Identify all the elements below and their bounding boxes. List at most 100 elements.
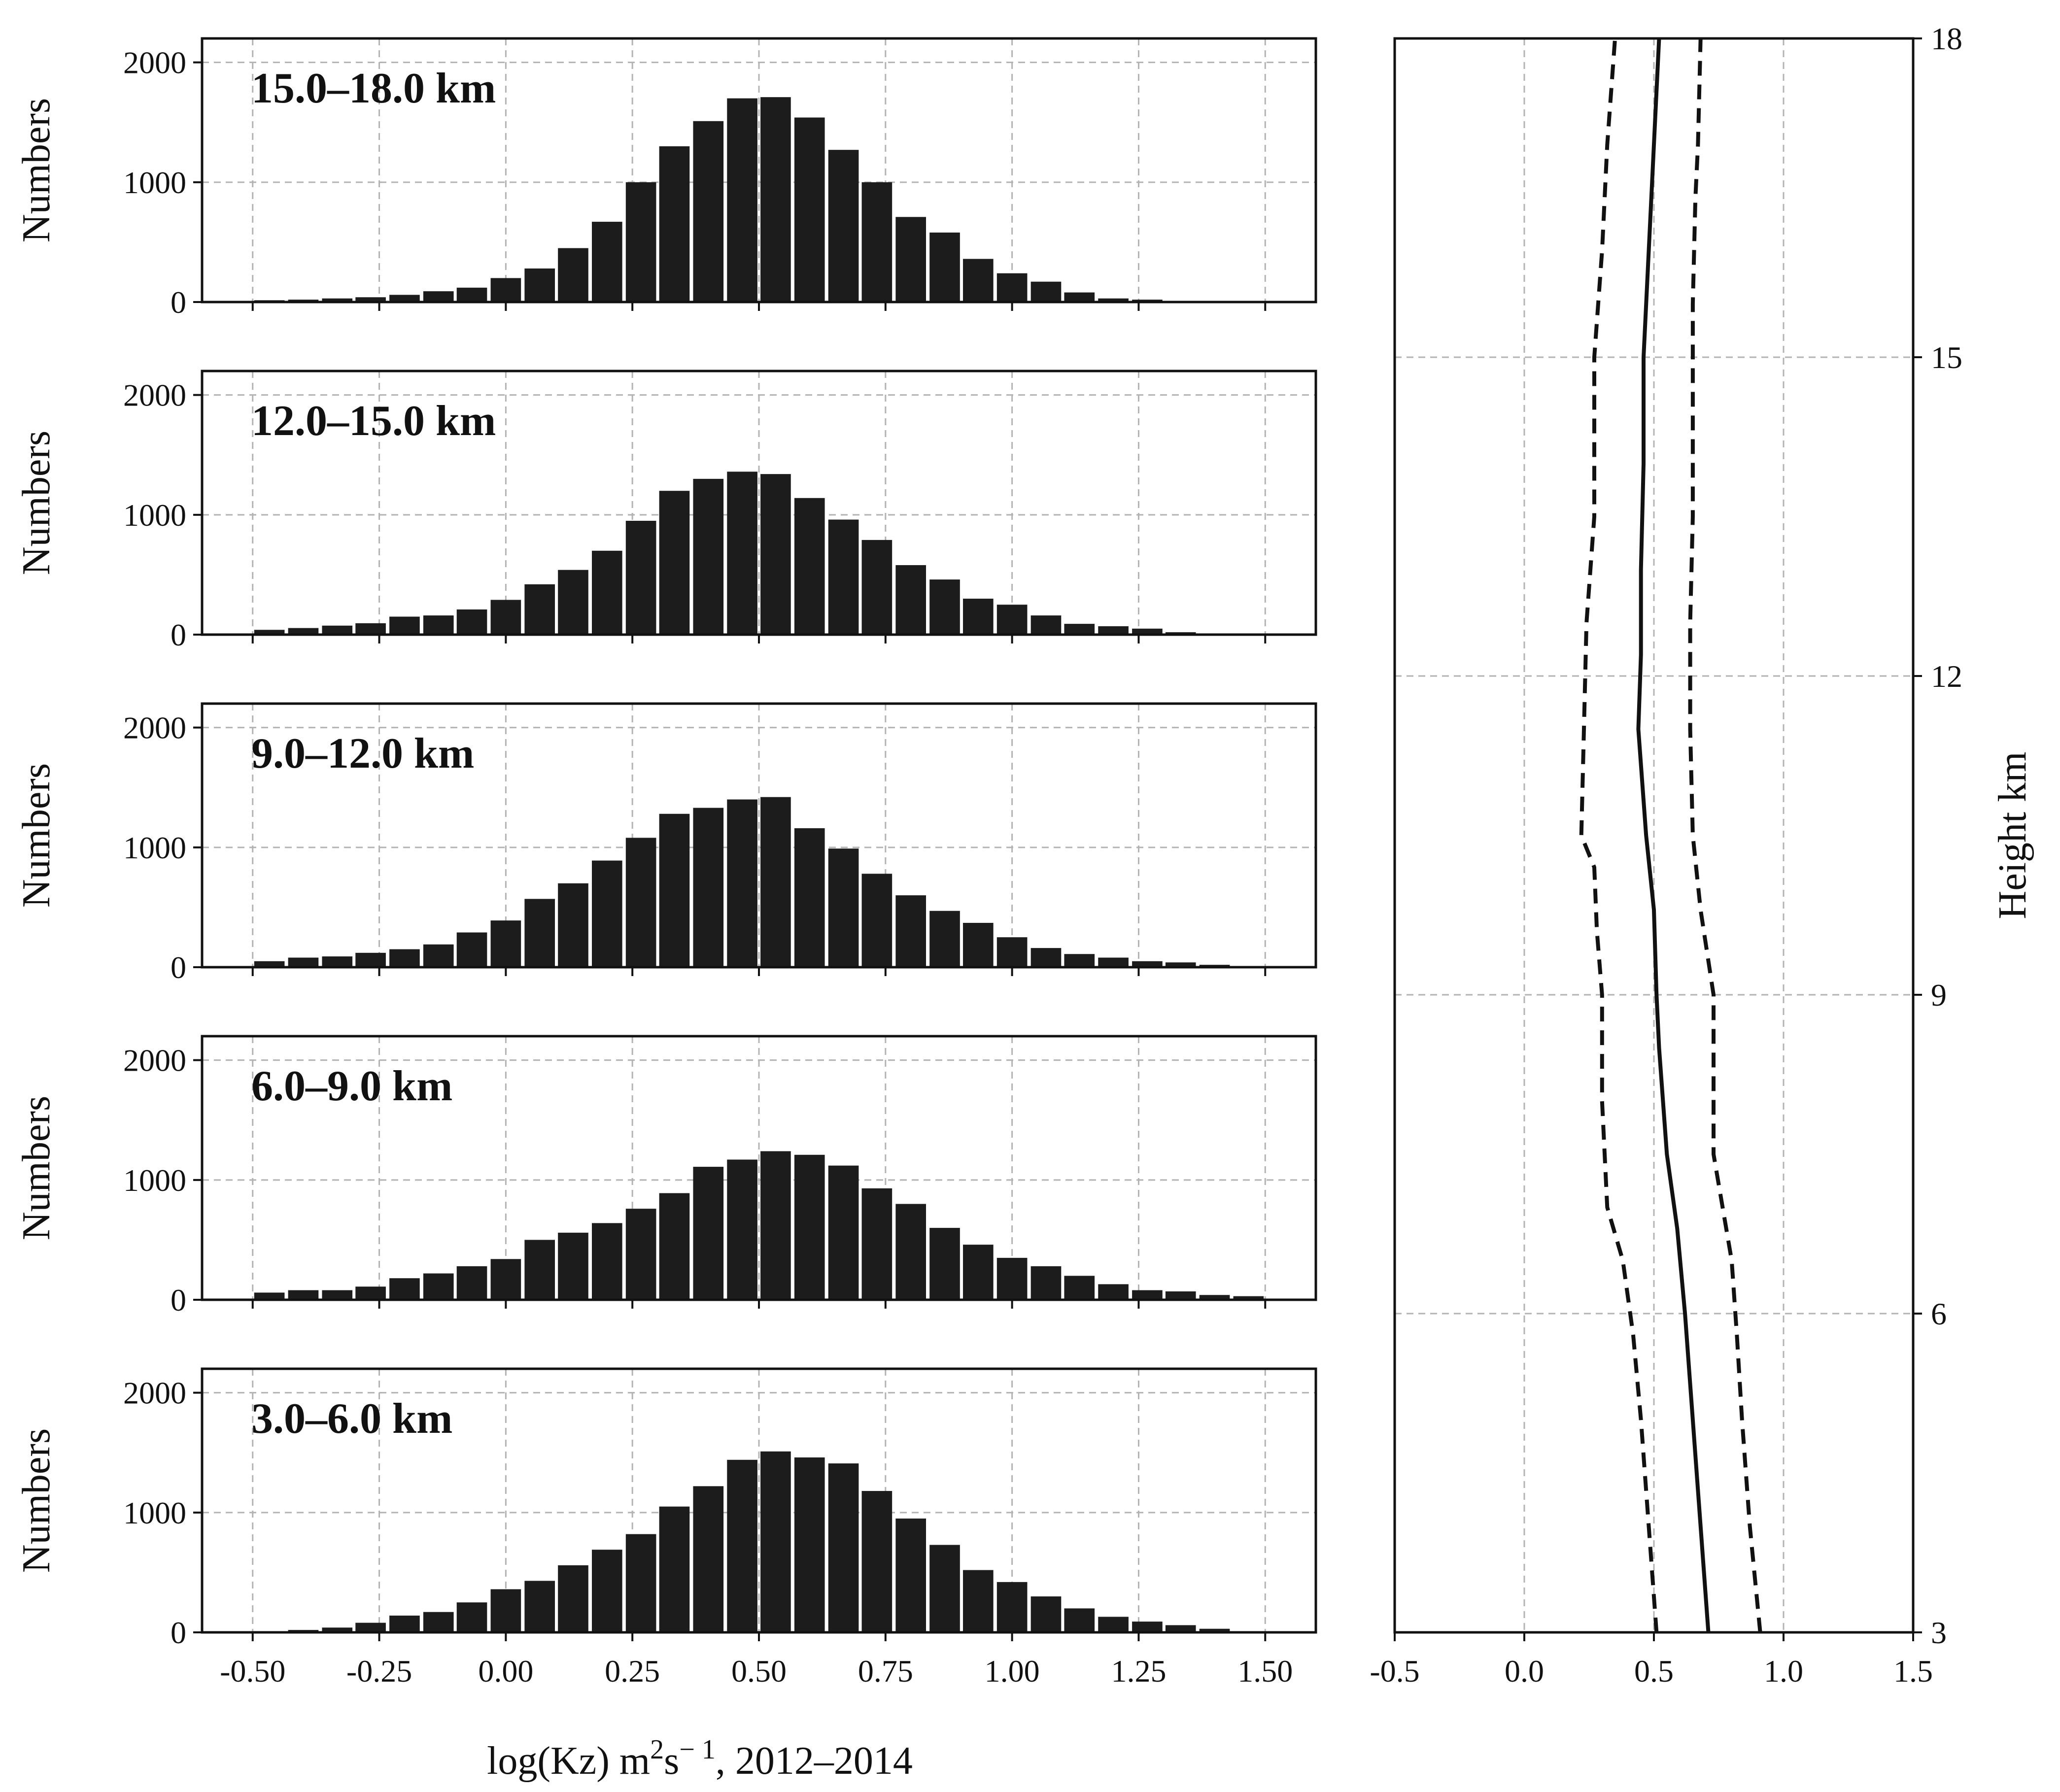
- histogram-bar: [423, 615, 454, 635]
- histogram-bar: [558, 248, 588, 302]
- histogram-bar: [1098, 957, 1129, 967]
- histogram-bar: [592, 860, 622, 967]
- histogram-bar: [760, 474, 791, 635]
- histogram-bar: [389, 616, 420, 635]
- histogram-bar: [389, 949, 420, 967]
- y-tick-label: 2000: [123, 710, 186, 745]
- histogram-bar: [962, 1245, 994, 1300]
- histogram-bar: [929, 1545, 960, 1632]
- histogram-bar: [962, 1570, 994, 1632]
- histogram-bar: [524, 1581, 555, 1632]
- histogram-bar: [1132, 1290, 1163, 1300]
- histogram-bar: [1098, 1617, 1129, 1632]
- histogram-bar: [828, 848, 859, 967]
- histogram-bar: [1233, 1296, 1264, 1300]
- histogram-bar: [288, 957, 319, 967]
- histogram-bar: [727, 472, 757, 635]
- histogram-bar: [389, 295, 420, 302]
- histogram-bar: [625, 182, 656, 302]
- histogram-bar: [254, 1292, 285, 1300]
- profile-x-tick-label: 0.0: [1505, 1654, 1544, 1689]
- profile-x-tick-label: -0.5: [1370, 1654, 1419, 1689]
- histogram-bar: [1165, 1291, 1196, 1300]
- histogram-bar: [1030, 1266, 1062, 1300]
- histogram-bar: [794, 498, 825, 635]
- histogram-bar: [996, 937, 1028, 967]
- histogram-bar: [659, 491, 690, 635]
- histogram-bar: [693, 808, 724, 967]
- histogram-bar: [288, 628, 319, 635]
- histogram-bar: [828, 519, 859, 635]
- histogram-bar: [456, 1602, 487, 1632]
- histogram-bar: [1199, 1628, 1230, 1632]
- profile-x-tick-label: 0.5: [1634, 1654, 1674, 1689]
- histogram-bar: [895, 1518, 926, 1632]
- histogram-bar: [423, 291, 454, 302]
- histogram-bar: [456, 932, 487, 967]
- histogram-bar: [727, 1459, 757, 1632]
- histogram-bar: [1165, 1625, 1196, 1632]
- panel-height-label: 6.0–9.0 km: [251, 1062, 452, 1110]
- histogram-bar: [490, 920, 521, 967]
- histogram-bar: [659, 813, 690, 967]
- histogram-bar: [861, 874, 893, 967]
- histogram-bar: [592, 550, 622, 635]
- profile-y-tick-label: 6: [1931, 1296, 1947, 1331]
- histogram-bar: [524, 584, 555, 635]
- panel-height-label: 9.0–12.0 km: [251, 730, 474, 778]
- histogram-bar: [1030, 615, 1062, 635]
- histogram-bar: [423, 1612, 454, 1632]
- x-tick-label: -0.50: [220, 1654, 285, 1689]
- histogram-x-axis-label: log(Kz) m2s− 1, 2012–2014: [487, 1734, 913, 1783]
- y-tick-label: 2000: [123, 378, 186, 413]
- histogram-bar: [1064, 624, 1095, 635]
- panel-height-label: 12.0–15.0 km: [251, 397, 496, 445]
- histogram-bar: [625, 1534, 656, 1632]
- y-tick-label: 1000: [123, 830, 186, 865]
- histogram-bar: [389, 1615, 420, 1632]
- histogram-bar: [929, 1228, 960, 1300]
- histogram-bar: [423, 944, 454, 967]
- histogram-bar: [659, 1193, 690, 1300]
- histogram-bar: [592, 222, 622, 302]
- histogram-bar: [861, 182, 893, 302]
- histogram-bar: [322, 298, 353, 302]
- y-axis-label: Numbers: [15, 1096, 58, 1240]
- profile-x-tick-label: 1.0: [1764, 1654, 1803, 1689]
- panel-height-label: 15.0–18.0 km: [251, 65, 496, 112]
- histogram-bar: [592, 1223, 622, 1300]
- histogram-bar: [794, 1457, 825, 1632]
- histogram-bar: [861, 1188, 893, 1300]
- histogram-bar: [355, 623, 386, 635]
- histogram-panel-2: 0 1000 2000 Numbers 12.0–15.0 km: [15, 370, 1317, 652]
- profile-y-tick-label: 9: [1931, 978, 1947, 1013]
- profile-y-tick-label: 18: [1931, 21, 1962, 56]
- histogram-bar: [794, 117, 825, 302]
- histogram-bar: [322, 956, 353, 967]
- histogram-bar: [861, 1491, 893, 1632]
- y-axis-label: Numbers: [15, 431, 58, 575]
- histogram-bar: [389, 1278, 420, 1300]
- histogram-bar: [254, 630, 285, 635]
- histogram-bar: [558, 570, 588, 635]
- histogram-bar: [524, 268, 555, 302]
- y-tick-label: 0: [171, 950, 186, 985]
- histogram-bar: [659, 1506, 690, 1632]
- histogram-bar: [558, 883, 588, 967]
- histogram-bar: [1064, 954, 1095, 967]
- histogram-bar: [625, 838, 656, 967]
- x-tick-label: 0.75: [858, 1654, 913, 1689]
- histogram-bar: [254, 961, 285, 967]
- histogram-bar: [996, 1257, 1028, 1300]
- x-tick-label: 0.25: [605, 1654, 660, 1689]
- histogram-bar: [1030, 948, 1062, 967]
- y-tick-label: 2000: [123, 1376, 186, 1411]
- histogram-bar: [355, 1286, 386, 1300]
- histogram-bar: [423, 1273, 454, 1300]
- histogram-bar: [355, 1623, 386, 1632]
- histogram-bar: [929, 911, 960, 967]
- histogram-bar: [558, 1232, 588, 1300]
- y-tick-label: 1000: [123, 498, 186, 533]
- histogram-bar: [456, 287, 487, 302]
